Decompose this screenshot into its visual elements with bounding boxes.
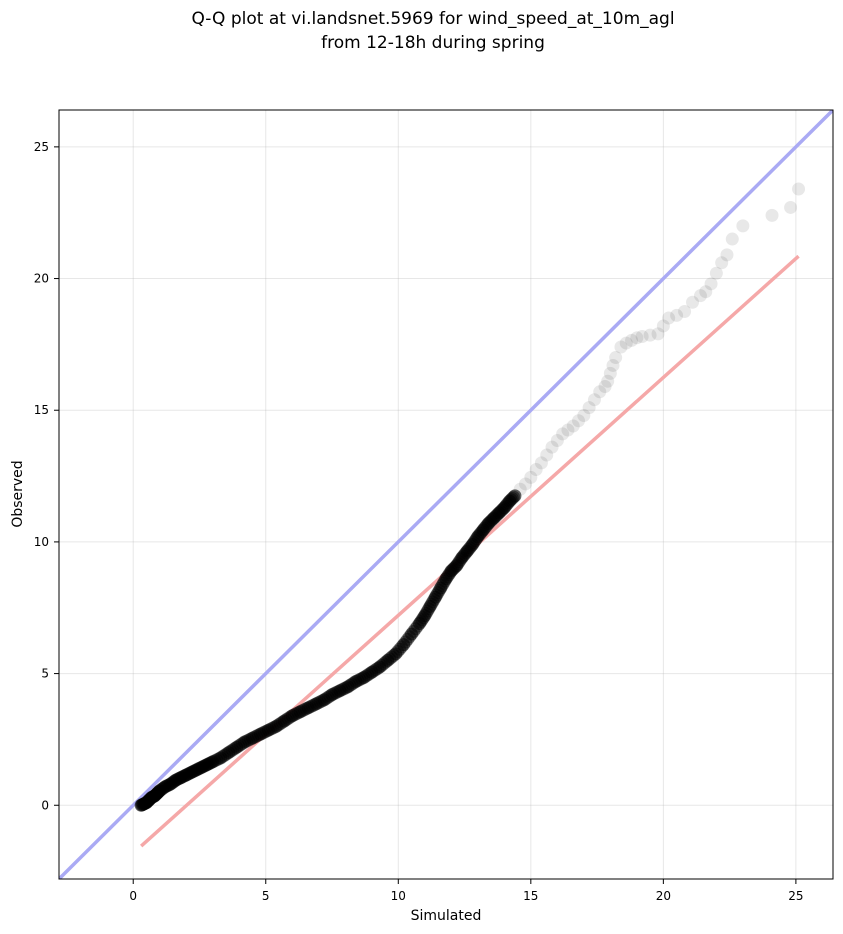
qq-point (513, 482, 527, 496)
qq-point (545, 440, 559, 454)
qq-point (693, 289, 707, 303)
identity-line (59, 110, 833, 879)
qq-point (643, 328, 657, 342)
qq-point (534, 456, 548, 470)
qq-point (662, 311, 676, 325)
qq-point (651, 327, 665, 341)
qq-point (566, 419, 580, 433)
plot-frame (58, 109, 834, 880)
qq-point (550, 434, 564, 448)
chart-title-line-1: Q-Q plot at vi.landsnet.5969 for wind_sp… (191, 9, 674, 29)
qq-point (606, 358, 620, 372)
qq-point (704, 277, 718, 291)
qq-point (603, 366, 617, 380)
x-tick-label: 5 (262, 889, 270, 903)
qq-point (540, 448, 554, 462)
qq-point (736, 219, 750, 233)
qq-point (709, 266, 723, 280)
qq-points (134, 182, 806, 812)
qq-point (715, 256, 729, 270)
qq-point (725, 232, 739, 246)
y-axis-label: Observed (10, 460, 26, 527)
qq-point (656, 319, 670, 333)
qq-point (686, 295, 700, 309)
qq-point (519, 477, 533, 491)
qq-point (405, 627, 419, 641)
qq-point (598, 380, 612, 394)
qq-point (635, 329, 649, 343)
y-tick-label: 25 (34, 140, 49, 154)
qq-point (389, 647, 403, 661)
y-tick-label: 0 (41, 798, 49, 812)
qq-point (572, 414, 586, 428)
x-tick-label: 25 (788, 889, 803, 903)
y-tick-label: 10 (34, 535, 49, 549)
qq-point (784, 200, 798, 214)
qq-point (699, 285, 713, 299)
x-axis-label: Simulated (411, 908, 482, 924)
qq-point (678, 304, 692, 318)
y-axis-ticks: 0 5 10 15 20 25 (34, 140, 59, 812)
qq-point (524, 470, 538, 484)
qq-point (593, 385, 607, 399)
qq-point (556, 427, 570, 441)
x-tick-label: 20 (656, 889, 671, 903)
qq-point (508, 489, 522, 503)
chart-title: Q-Q plot at vi.landsnet.5969 for wind_sp… (191, 9, 674, 53)
qq-point (587, 393, 601, 407)
qq-point (601, 374, 615, 388)
qq-point (792, 182, 806, 196)
reference-lines (59, 110, 833, 879)
qq-point (765, 208, 779, 222)
qq-point (561, 423, 575, 437)
x-axis-ticks: 0 5 10 15 20 25 (129, 879, 804, 903)
y-tick-label: 20 (34, 272, 49, 286)
qq-point (609, 351, 623, 365)
qq-point (397, 638, 411, 652)
qq-point (630, 331, 644, 345)
chart-title-line-2: from 12-18h during spring (321, 33, 545, 53)
qq-point (619, 336, 633, 350)
qq-point (720, 248, 734, 262)
x-tick-label: 0 (129, 889, 137, 903)
qq-point (529, 462, 543, 476)
x-tick-label: 15 (523, 889, 538, 903)
grid-lines (59, 110, 833, 879)
y-tick-label: 5 (41, 667, 49, 681)
qq-point (670, 308, 684, 322)
qq-point (582, 401, 596, 415)
qq-point (614, 340, 628, 354)
qq-point (577, 408, 591, 422)
qq-point (625, 333, 639, 347)
x-tick-label: 10 (391, 889, 406, 903)
y-tick-label: 15 (34, 403, 49, 417)
